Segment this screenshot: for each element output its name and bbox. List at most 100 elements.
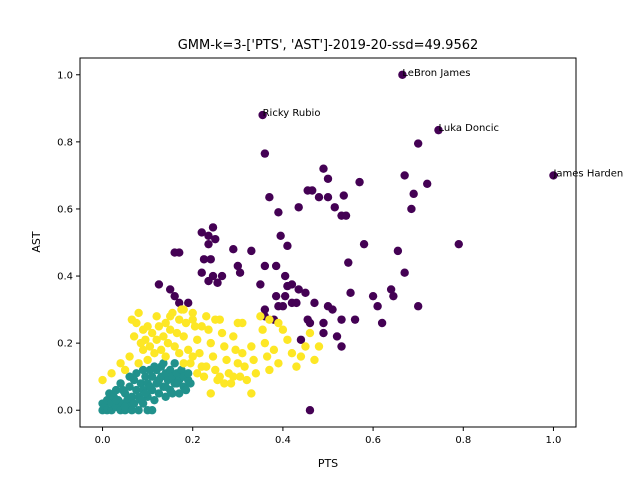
point-cluster-2-72 xyxy=(305,328,315,338)
point-cluster-2-44 xyxy=(217,328,227,338)
point-cluster-2-86 xyxy=(129,332,139,341)
x-axis-ticks: 0.0 0.2 0.4 0.6 0.8 1.0 xyxy=(95,427,561,446)
point-cluster-2-12 xyxy=(145,342,155,351)
point-cluster-2-11 xyxy=(143,355,152,365)
point-cluster-0-82 xyxy=(319,318,328,328)
point-cluster-2-79 xyxy=(152,312,161,321)
point-cluster-2-97 xyxy=(202,362,211,371)
point-cluster-1-75 xyxy=(161,382,170,391)
y-tick-label: 0.0 xyxy=(57,406,73,417)
point-cluster-0-13 xyxy=(308,186,317,195)
point-cluster-2-54 xyxy=(240,362,249,371)
point-cluster-2-99 xyxy=(175,349,184,358)
point-cluster-1-29 xyxy=(141,372,150,381)
x-tick-label: 0.4 xyxy=(275,435,291,446)
point-cluster-2-24 xyxy=(172,328,182,338)
point-cluster-1-73 xyxy=(145,382,155,391)
point-cluster-2-28 xyxy=(181,318,191,328)
point-cluster-2-49 xyxy=(229,332,238,341)
point-cluster-2-69 xyxy=(292,362,301,371)
point-cluster-2-20 xyxy=(163,338,173,348)
point-cluster-2-15 xyxy=(152,335,161,344)
point-cluster-2-98 xyxy=(193,369,202,378)
point-cluster-1-71 xyxy=(136,395,146,405)
point-cluster-0-4 xyxy=(260,149,270,158)
point-cluster-1-62 xyxy=(118,385,128,395)
point-cluster-2-41 xyxy=(211,365,220,375)
x-tick-label: 0.8 xyxy=(455,435,471,446)
point-cluster-1-52 xyxy=(177,365,186,375)
point-cluster-0-22 xyxy=(341,211,351,220)
x-tick-label: 0.0 xyxy=(95,435,111,446)
point-cluster-2-21 xyxy=(165,325,175,334)
point-cluster-0-54 xyxy=(400,268,409,277)
point-cluster-0-84 xyxy=(350,315,360,324)
point-cluster-2-74 xyxy=(314,342,324,351)
point-cluster-0-31 xyxy=(454,239,463,249)
point-cluster-0-1 xyxy=(258,110,267,120)
point-cluster-0-29 xyxy=(276,231,285,240)
point-cluster-0-40 xyxy=(199,255,209,264)
point-cluster-2-18 xyxy=(159,332,168,341)
point-cluster-0-85 xyxy=(377,318,387,328)
point-cluster-0-6 xyxy=(400,171,409,180)
point-cluster-2-33 xyxy=(193,335,202,344)
point-cluster-0-89 xyxy=(296,335,306,344)
point-cluster-2-39 xyxy=(206,338,215,348)
point-cluster-2-61 xyxy=(260,338,270,348)
point-cluster-0-48 xyxy=(204,276,213,286)
point-cluster-2-60 xyxy=(258,325,267,334)
point-cluster-0-36 xyxy=(247,246,256,256)
point-cluster-2-93 xyxy=(265,315,274,324)
point-cluster-1-60 xyxy=(147,406,157,415)
point-cluster-1-20 xyxy=(127,392,137,402)
point-cluster-0-32 xyxy=(393,246,403,256)
y-tick-label: 0.8 xyxy=(57,137,73,148)
point-cluster-1-10 xyxy=(111,385,121,395)
point-cluster-2-85 xyxy=(134,359,143,368)
point-cluster-0-37 xyxy=(229,245,238,254)
point-cluster-1-43 xyxy=(161,392,170,402)
point-cluster-0-18 xyxy=(330,203,339,212)
point-cluster-2-63 xyxy=(265,365,274,375)
point-cluster-2-65 xyxy=(274,359,283,368)
point-cluster-0-60 xyxy=(271,291,281,301)
point-cluster-0-53 xyxy=(154,280,164,289)
point-cluster-2-45 xyxy=(220,342,229,351)
point-cluster-0-81 xyxy=(305,318,315,328)
point-cluster-2-88 xyxy=(179,305,188,314)
point-cluster-2-46 xyxy=(222,355,231,365)
point-cluster-2-90 xyxy=(215,372,224,381)
point-cluster-1-76 xyxy=(168,389,177,398)
point-cluster-0-39 xyxy=(271,261,281,271)
point-cluster-0-56 xyxy=(294,285,303,294)
point-cluster-2-82 xyxy=(220,379,229,388)
point-cluster-0-83 xyxy=(337,315,346,324)
point-cluster-2-66 xyxy=(278,325,288,334)
point-cluster-0-65 xyxy=(368,291,378,301)
y-tick-label: 0.4 xyxy=(57,272,73,283)
point-cluster-0-7 xyxy=(423,179,432,188)
point-cluster-0-10 xyxy=(319,164,328,173)
point-cluster-1-35 xyxy=(150,395,159,405)
y-tick-label: 1.0 xyxy=(57,70,73,81)
point-cluster-0-76 xyxy=(413,302,423,311)
point-cluster-0-45 xyxy=(233,261,243,271)
points-layer xyxy=(98,70,558,415)
point-cluster-1-57 xyxy=(184,369,193,378)
point-cluster-0-71 xyxy=(175,298,184,308)
annotation-0: LeBron James xyxy=(402,68,470,79)
plot-frame xyxy=(79,57,577,428)
point-cluster-1-23 xyxy=(132,385,141,395)
point-cluster-1-67 xyxy=(159,359,168,368)
x-tick-label: 0.6 xyxy=(365,435,381,446)
point-cluster-0-27 xyxy=(197,228,206,237)
point-cluster-0-19 xyxy=(294,203,303,212)
point-cluster-0-14 xyxy=(314,193,324,202)
point-cluster-0-46 xyxy=(235,268,245,277)
point-cluster-2-59 xyxy=(256,312,265,321)
point-cluster-1-66 xyxy=(150,362,159,371)
point-cluster-2-37 xyxy=(202,312,211,321)
point-cluster-0-62 xyxy=(346,288,355,298)
